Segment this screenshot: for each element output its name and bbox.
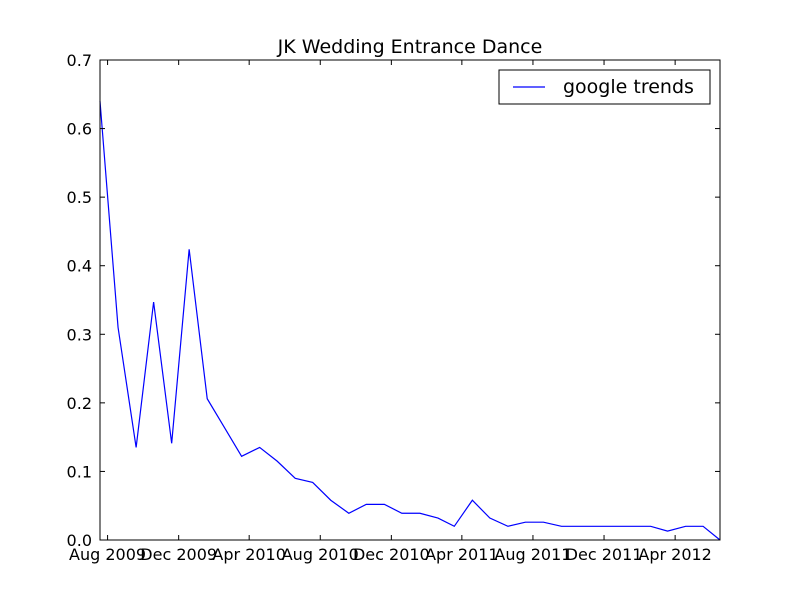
y-tick-label: 0.1 <box>67 462 92 481</box>
legend-label: google trends <box>563 76 694 98</box>
y-tick-label: 0.6 <box>67 120 92 139</box>
y-tick-label: 0.5 <box>67 188 92 207</box>
y-tick-label: 0.7 <box>67 51 92 70</box>
y-tick-label: 0.0 <box>67 531 92 550</box>
x-tick-label: Dec 2011 <box>566 545 643 564</box>
x-tick-label: Aug 2010 <box>282 545 359 564</box>
x-tick-label: Apr 2011 <box>425 545 498 564</box>
x-tick-label: Dec 2009 <box>140 545 217 564</box>
plot-area <box>100 60 720 540</box>
plot-frame <box>99 59 721 541</box>
legend: google trends <box>498 69 711 105</box>
x-tick-label: Aug 2009 <box>69 545 146 564</box>
series-layer <box>99 101 721 541</box>
y-axis: 0.0 0.1 0.2 0.3 0.4 0.5 0.6 0.7 <box>67 51 720 550</box>
series-line-0 <box>99 101 721 541</box>
x-tick-label: Dec 2010 <box>353 545 430 564</box>
y-tick-label: 0.2 <box>67 394 92 413</box>
x-tick-label: Apr 2012 <box>638 545 711 564</box>
y-tick-label: 0.4 <box>67 257 92 276</box>
x-tick-label: Apr 2010 <box>212 545 285 564</box>
x-tick-label: Aug 2011 <box>494 545 571 564</box>
y-tick-label: 0.3 <box>67 325 92 344</box>
chart-title: JK Wedding Entrance Dance <box>277 36 543 58</box>
